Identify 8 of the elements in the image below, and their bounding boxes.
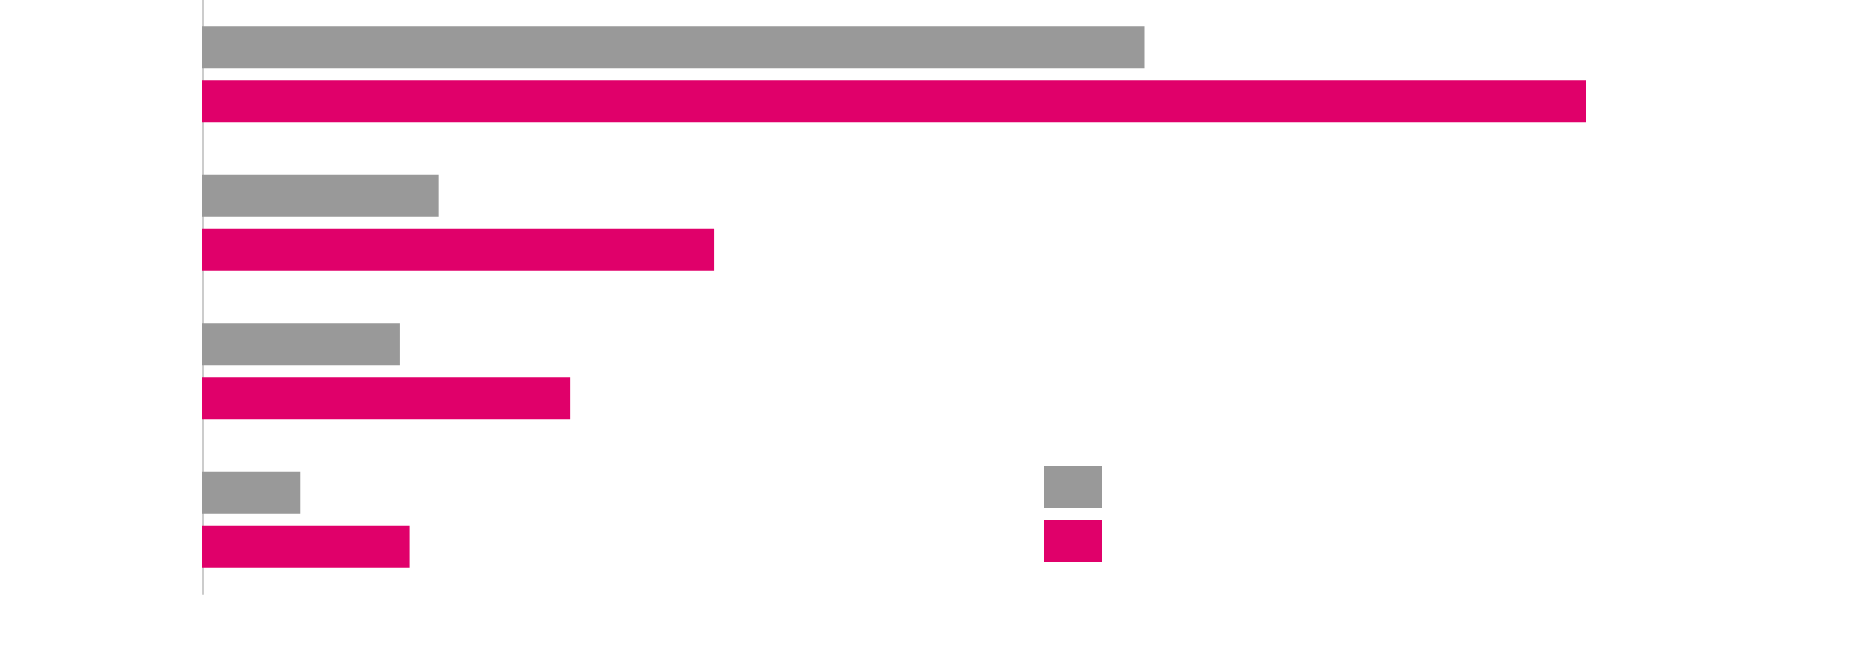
bar: [202, 525, 410, 568]
bar: [202, 80, 1586, 123]
bar: [202, 377, 571, 420]
bar: [202, 228, 715, 271]
bar: [202, 26, 1145, 69]
bar: [202, 174, 439, 217]
bar: [202, 471, 301, 514]
bar: [202, 323, 400, 366]
